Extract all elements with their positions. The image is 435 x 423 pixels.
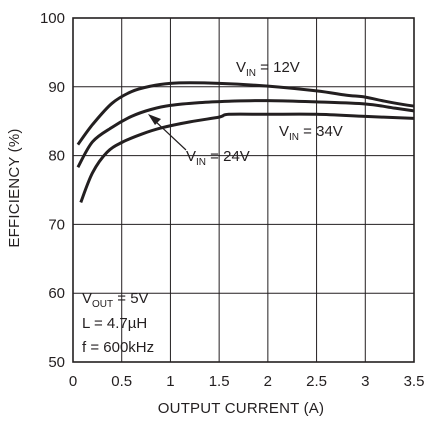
x-tick-label: 3 xyxy=(361,373,369,390)
arrow-vin-24v-line xyxy=(153,119,187,151)
series-vin-24v-line xyxy=(76,99,415,169)
label-vin-12v: VIN = 12V xyxy=(236,59,300,79)
y-tick-label: 100 xyxy=(40,10,65,27)
label-vin-34v: VIN = 34V xyxy=(279,123,343,143)
y-tick-labels: 50 60 70 80 90 100 xyxy=(40,10,65,371)
x-tick-label: 1.5 xyxy=(209,373,230,390)
x-axis-title: OUTPUT CURRENT (A) xyxy=(158,400,324,417)
y-tick-label: 80 xyxy=(48,148,65,165)
x-tick-label: 3.5 xyxy=(404,373,425,390)
x-tick-label: 1 xyxy=(166,373,174,390)
y-axis-title: EFFICIENCY (%) xyxy=(6,128,23,247)
y-tick-label: 90 xyxy=(48,79,65,96)
label-vin-24v: VIN = 24V xyxy=(186,148,250,168)
x-tick-labels: 0 0.5 1 1.5 2 2.5 3 3.5 xyxy=(69,373,425,390)
plot-frame xyxy=(72,17,415,363)
series-vin-12v-line xyxy=(76,81,415,146)
series-vin-34v-line xyxy=(79,112,415,203)
y-tick-label: 60 xyxy=(48,285,65,302)
x-tick-label: 2 xyxy=(264,373,272,390)
arrow-vin-24v-head xyxy=(148,114,161,125)
series-lines xyxy=(76,81,415,203)
label-vout: VOUT = 5V xyxy=(82,290,149,310)
chart-grid xyxy=(73,18,414,362)
label-frequency: f = 600kHz xyxy=(82,339,154,356)
x-tick-label: 0.5 xyxy=(111,373,132,390)
x-tick-label: 2.5 xyxy=(306,373,327,390)
x-tick-label: 0 xyxy=(69,373,77,390)
label-inductance: L = 4.7µH xyxy=(82,315,147,332)
y-tick-label: 50 xyxy=(48,354,65,371)
y-tick-label: 70 xyxy=(48,216,65,233)
